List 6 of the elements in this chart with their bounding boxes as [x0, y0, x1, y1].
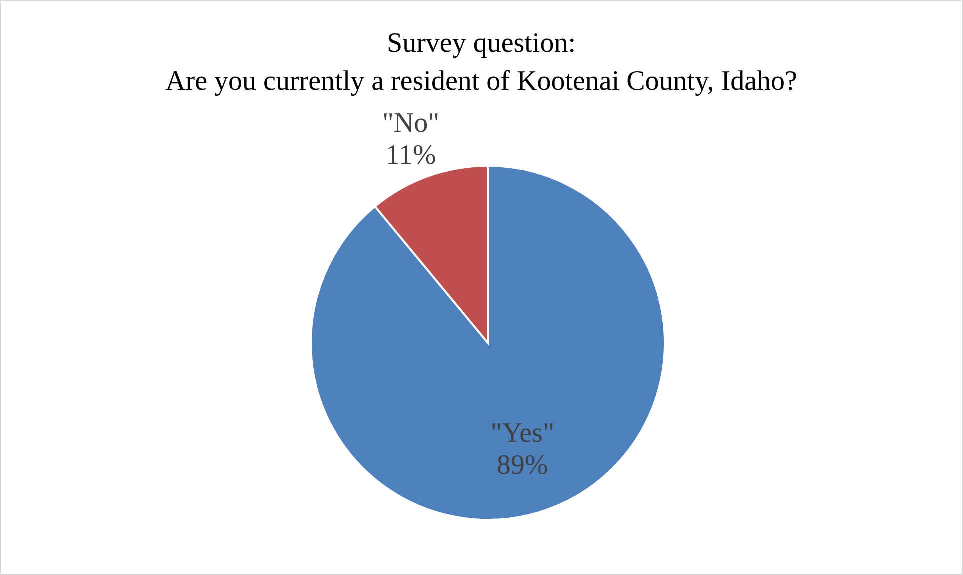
data-label: 89% — [496, 450, 548, 481]
slice-label: "No" — [382, 108, 440, 140]
chart-title: Survey question: Are you currently a resident of Kootenai County, Idaho? — [166, 28, 798, 97]
data-label: 11% — [386, 140, 436, 172]
slice-label: "Yes" — [490, 418, 554, 449]
pie-slice — [310, 165, 666, 521]
